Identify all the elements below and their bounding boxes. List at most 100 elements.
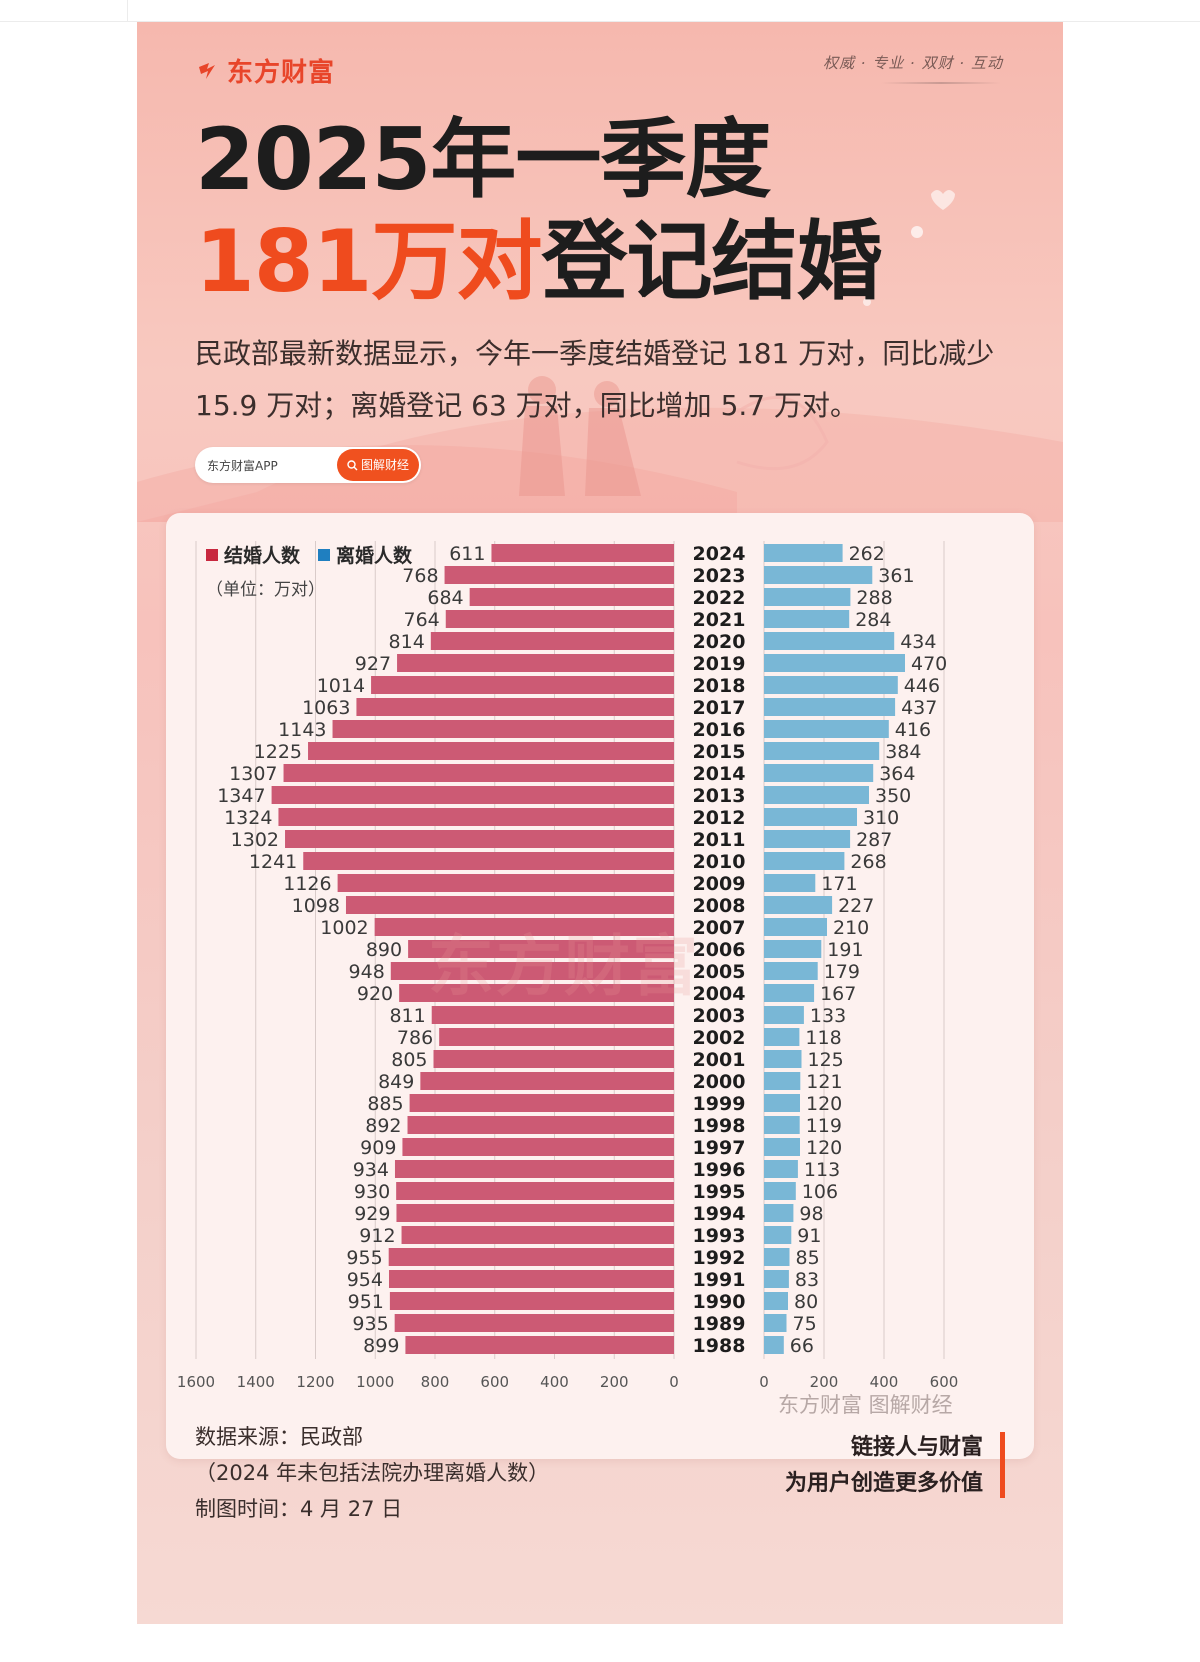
- left-axis-tick-label: 600: [480, 1373, 509, 1391]
- year-label: 2003: [693, 1005, 746, 1027]
- search-button[interactable]: 图解财经: [336, 449, 419, 481]
- left-axis-tick-label: 1000: [356, 1373, 394, 1391]
- divorce-bar: [764, 808, 857, 826]
- marriage-bar: [399, 984, 674, 1002]
- divorce-value-label: 120: [806, 1093, 842, 1115]
- marriage-value-label: 899: [363, 1335, 399, 1357]
- year-label: 2017: [693, 697, 746, 719]
- marriage-value-label: 948: [349, 961, 385, 983]
- divorce-value-label: 83: [795, 1269, 819, 1291]
- marriage-value-label: 1347: [217, 785, 265, 807]
- divorce-bar: [764, 632, 895, 650]
- marriage-value-label: 909: [360, 1137, 396, 1159]
- year-label: 1995: [693, 1181, 746, 1203]
- left-axis-tick-label: 1200: [296, 1373, 334, 1391]
- left-axis-tick-label: 200: [600, 1373, 629, 1391]
- title-rest: 登记结婚: [541, 212, 883, 312]
- divorce-bar: [764, 698, 896, 716]
- right-axis-tick-label: 600: [930, 1373, 959, 1391]
- divorce-value-label: 120: [806, 1137, 842, 1159]
- divorce-value-label: 268: [850, 851, 886, 873]
- marriage-bar: [337, 874, 674, 892]
- marriage-value-label: 1063: [302, 697, 350, 719]
- marriage-value-label: 811: [389, 1005, 425, 1027]
- divorce-value-label: 125: [808, 1049, 844, 1071]
- title-highlight: 181万对: [195, 212, 543, 312]
- marriage-bar: [332, 720, 674, 738]
- marriage-value-label: 954: [347, 1269, 383, 1291]
- right-axis-tick-label: 400: [870, 1373, 899, 1391]
- year-label: 2005: [693, 961, 746, 983]
- divorce-value-label: 98: [799, 1203, 823, 1225]
- left-axis-tick-label: 1400: [237, 1373, 275, 1391]
- divorce-bar: [764, 1314, 787, 1332]
- divorce-value-label: 446: [904, 675, 940, 697]
- logo-flame-icon: [199, 62, 215, 79]
- divorce-value-label: 416: [895, 719, 931, 741]
- year-label: 1988: [693, 1335, 746, 1357]
- marriage-bar: [445, 610, 674, 628]
- marriage-bar: [420, 1072, 674, 1090]
- divorce-bar: [764, 1226, 792, 1244]
- divorce-bar: [764, 1028, 800, 1046]
- divorce-bar: [764, 1248, 790, 1266]
- divorce-bar: [764, 544, 843, 562]
- marriage-value-label: 768: [402, 565, 438, 587]
- marriage-bar: [394, 1160, 674, 1178]
- marriage-value-label: 1002: [320, 917, 368, 939]
- search-button-label: 图解财经: [360, 458, 409, 472]
- marriage-bar: [356, 698, 674, 716]
- divorce-bar: [764, 610, 850, 628]
- marriage-bar: [345, 896, 674, 914]
- divorce-value-label: 133: [810, 1005, 846, 1027]
- divorce-value-label: 119: [806, 1115, 842, 1137]
- year-label: 2006: [693, 939, 746, 961]
- app-search-pill[interactable]: 东方财富APP 图解财经: [195, 447, 421, 483]
- divorce-value-label: 310: [863, 807, 899, 829]
- marriage-value-label: 611: [449, 543, 485, 565]
- year-label: 1996: [693, 1159, 746, 1181]
- year-label: 2000: [693, 1071, 746, 1093]
- divorce-value-label: 210: [833, 917, 869, 939]
- page-title-line1: 2025年一季度: [195, 110, 771, 210]
- marriage-bar: [285, 830, 674, 848]
- marriage-value-label: 1241: [249, 851, 297, 873]
- marriage-bar: [396, 1182, 674, 1200]
- divorce-value-label: 470: [911, 653, 947, 675]
- divorce-value-label: 437: [901, 697, 937, 719]
- footer-tagline-1: 链接人与财富: [850, 1435, 983, 1460]
- butterfly-bar-chart: 1600 1400 1200 1000 800 600 400 200 0 0 200 400 6006…: [177, 541, 959, 1391]
- marriage-value-label: 1302: [231, 829, 279, 851]
- marriage-value-label: 951: [348, 1291, 384, 1313]
- divorce-bar: [764, 764, 874, 782]
- divorce-bar: [764, 1072, 801, 1090]
- marriage-bar: [407, 1116, 674, 1134]
- marriage-bar: [278, 808, 674, 826]
- marriage-value-label: 814: [389, 631, 425, 653]
- app-label: 东方财富APP: [207, 459, 278, 473]
- divorce-value-label: 113: [804, 1159, 840, 1181]
- description-text: 民政部最新数据显示，今年一季度结婚登记 181 万对，同比减少 15.9 万对；…: [195, 337, 995, 422]
- divorce-bar: [764, 1270, 789, 1288]
- logo-text: 东方财富: [227, 58, 336, 88]
- divorce-value-label: 227: [838, 895, 874, 917]
- divorce-value-label: 91: [797, 1225, 821, 1247]
- marriage-bar: [491, 544, 674, 562]
- marriage-bar: [371, 676, 674, 694]
- divorce-bar: [764, 1050, 802, 1068]
- marriage-bar: [439, 1028, 674, 1046]
- slogan-underline: [881, 82, 1001, 84]
- marriage-value-label: 1098: [292, 895, 340, 917]
- marriage-value-label: 764: [403, 609, 439, 631]
- marriage-value-label: 927: [355, 653, 391, 675]
- divorce-value-label: 434: [900, 631, 936, 653]
- divorce-value-label: 288: [856, 587, 892, 609]
- divorce-bar: [764, 676, 898, 694]
- divorce-value-label: 85: [796, 1247, 820, 1269]
- divorce-value-label: 121: [806, 1071, 842, 1093]
- year-label: 1997: [693, 1137, 746, 1159]
- divorce-bar: [764, 830, 851, 848]
- marriage-value-label: 1126: [283, 873, 331, 895]
- footer-accent-bar: [1000, 1432, 1005, 1498]
- year-label: 2004: [693, 983, 746, 1005]
